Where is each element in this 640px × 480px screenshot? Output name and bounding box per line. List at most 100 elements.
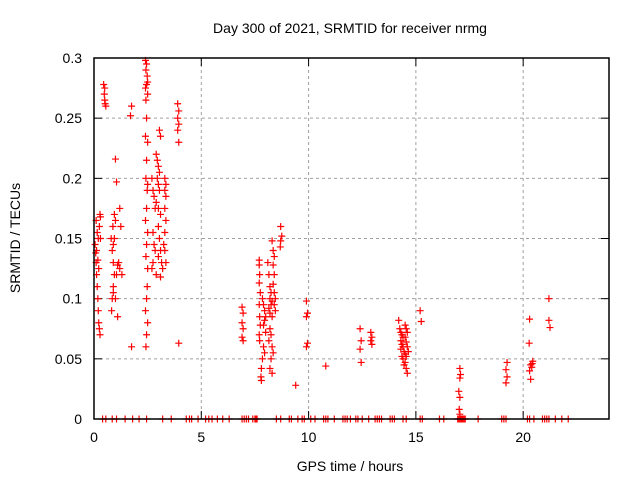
data-point [142, 307, 149, 315]
data-point [109, 289, 117, 297]
data-point [175, 120, 183, 128]
data-point [117, 222, 125, 230]
y-axis-label: SRMTID / TECUs [7, 183, 23, 293]
data-point [162, 192, 170, 200]
data-point [161, 247, 169, 255]
data-point [143, 80, 151, 88]
data-point [154, 204, 162, 212]
data-point [304, 309, 312, 317]
data-point [108, 307, 116, 315]
data-point [255, 261, 263, 269]
data-point [395, 316, 403, 324]
data-point [256, 289, 264, 297]
data-point [115, 259, 123, 267]
data-point [144, 180, 152, 188]
data-point [157, 273, 165, 281]
data-point [267, 331, 275, 339]
data-point [110, 210, 118, 218]
data-point [456, 364, 464, 372]
data-point [526, 367, 534, 375]
data-point [456, 374, 464, 382]
data-point [155, 235, 163, 242]
data-point [503, 373, 511, 381]
data-point [417, 318, 425, 326]
data-point [403, 328, 411, 336]
data-point [143, 331, 151, 339]
x-axis-label: GPS time / hours [297, 458, 404, 474]
y-tick-label: 0.1 [63, 291, 83, 307]
data-point [154, 253, 162, 261]
data-point [368, 333, 376, 341]
data-point [457, 370, 465, 378]
data-point [159, 265, 167, 273]
data-point [116, 204, 124, 212]
data-point [143, 114, 151, 122]
data-point [400, 361, 408, 369]
data-point [357, 358, 365, 366]
data-point [528, 360, 536, 368]
data-point [100, 90, 108, 98]
data-point [403, 369, 411, 377]
data-point [302, 297, 310, 305]
data-point [502, 379, 510, 387]
data-point [268, 343, 276, 351]
data-point [175, 107, 183, 115]
x-tick-label: 10 [301, 429, 317, 445]
data-point [455, 387, 463, 395]
x-axis-ticks: 0 5 10 15 20 [90, 58, 531, 445]
y-tick-label: 0.15 [55, 231, 82, 247]
data-point [546, 324, 554, 332]
data-point [304, 339, 312, 347]
data-point [114, 313, 122, 321]
data-point [396, 325, 404, 333]
data-point [261, 316, 269, 324]
data-point [269, 280, 277, 288]
data-point [260, 343, 268, 351]
y-tick-label: 0.25 [55, 110, 82, 126]
data-point [94, 307, 102, 315]
data-point [260, 301, 268, 309]
data-point [238, 319, 246, 327]
data-point [302, 313, 310, 321]
data-point [95, 319, 103, 327]
data-point [144, 138, 152, 146]
data-point [265, 304, 273, 312]
data-point [266, 364, 274, 372]
data-point [175, 339, 183, 347]
y-tick-label: 0.05 [55, 351, 82, 367]
data-point [262, 328, 270, 336]
data-point [95, 222, 103, 230]
data-point [128, 343, 136, 351]
data-point [367, 328, 375, 336]
data-point [402, 364, 410, 372]
data-point [502, 366, 510, 374]
data-point [109, 241, 117, 249]
data-point [260, 321, 268, 329]
data-point [270, 301, 278, 309]
data-point [255, 279, 263, 287]
data-point [113, 178, 121, 186]
data-point [149, 186, 157, 194]
data-point [109, 283, 117, 291]
data-point [150, 241, 158, 249]
data-point [108, 247, 116, 255]
data-point [416, 307, 424, 315]
data-point [161, 228, 169, 236]
data-point [269, 349, 277, 357]
data-point [302, 343, 310, 351]
data-point [150, 192, 158, 200]
data-point [368, 340, 376, 348]
data-point [402, 325, 410, 333]
x-tick-label: 5 [197, 429, 205, 445]
data-point [276, 243, 284, 251]
data-point [270, 289, 278, 297]
data-point [402, 338, 410, 346]
data-point [152, 198, 160, 206]
data-point [143, 72, 151, 80]
data-point [397, 337, 405, 345]
data-point [174, 100, 182, 108]
data-point [144, 90, 152, 98]
y-tick-label: 0 [74, 411, 82, 427]
data-point [110, 235, 118, 242]
data-point [404, 348, 412, 356]
